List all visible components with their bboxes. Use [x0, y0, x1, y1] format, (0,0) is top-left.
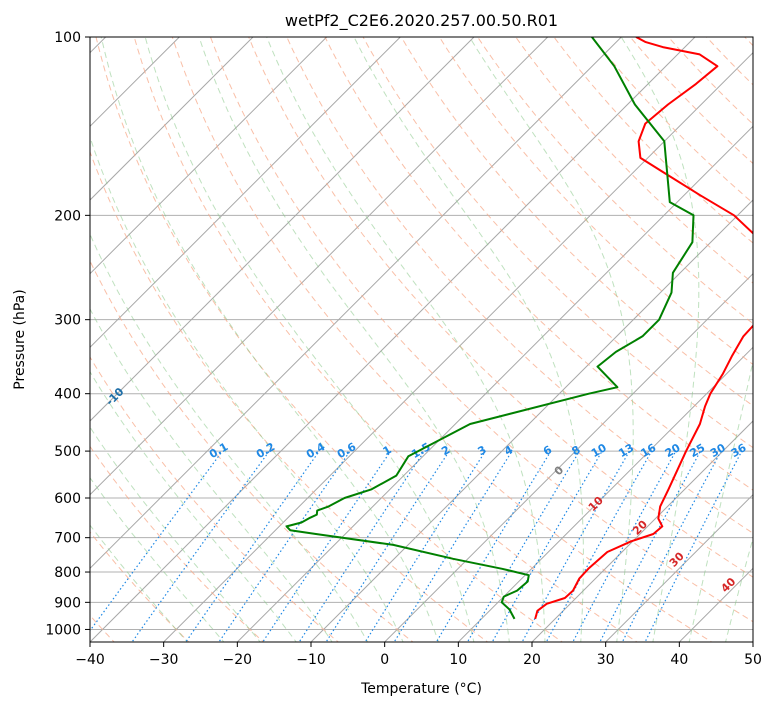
mixing-ratio-line — [298, 450, 425, 642]
x-tick-label: −10 — [296, 652, 326, 668]
mixing-ratio-line — [90, 450, 223, 632]
dry-adiabat-line — [133, 37, 638, 642]
mixing-ratio-line — [466, 450, 580, 642]
dry-adiabat-line — [95, 37, 564, 642]
moist-adiabat-line — [468, 37, 634, 642]
isotherm-line — [90, 37, 254, 201]
plot-frame — [89, 36, 754, 643]
mixing-ratio-line — [393, 450, 513, 642]
mixing-ratio-line — [262, 450, 392, 642]
x-tick-label: 10 — [449, 652, 467, 668]
isotherm-line — [90, 37, 549, 496]
y-tick-label: 1000 — [45, 622, 81, 638]
dewpoint-profile-line — [285, 37, 695, 620]
dry-adiabat-line — [90, 356, 340, 642]
mixing-ratio-line — [131, 450, 270, 642]
moist-adiabat-line — [90, 135, 404, 642]
moist-adiabat-line — [266, 37, 546, 642]
mixing-ratio-line — [599, 450, 702, 642]
moist-adiabat-line — [90, 232, 369, 642]
y-tick-label: 200 — [54, 208, 81, 224]
isotherm-line — [90, 37, 328, 275]
mixing-ratio-line — [325, 450, 450, 642]
isotherm-line — [163, 51, 753, 642]
x-tick-label: −40 — [75, 652, 105, 668]
dry-adiabat-line — [515, 37, 753, 284]
y-tick-label: 100 — [54, 30, 81, 46]
dry-adiabat-line — [90, 150, 489, 642]
y-tick-label: 400 — [54, 387, 81, 403]
y-tick-label: 800 — [54, 565, 81, 581]
y-tick-label: 900 — [54, 595, 81, 611]
moist-adiabat-line — [353, 37, 584, 642]
mixing-ratio-line — [185, 450, 320, 642]
y-tick-label: 600 — [54, 491, 81, 507]
y-tick-label: 700 — [54, 531, 81, 547]
isotherm-line — [457, 346, 753, 642]
isotherm-line — [90, 37, 401, 349]
isotherm-line — [605, 493, 753, 642]
x-tick-label: 0 — [380, 652, 389, 668]
isotherm-line — [236, 125, 753, 642]
isotherm-line — [90, 37, 696, 642]
y-tick-label: 300 — [54, 313, 81, 329]
x-tick-label: 30 — [597, 652, 615, 668]
moist-adiabat-line — [90, 370, 297, 642]
mixing-ratio-line — [364, 450, 486, 642]
x-tick-label: 20 — [523, 652, 541, 668]
x-tick-label: 40 — [670, 652, 688, 668]
background-lines — [90, 37, 753, 642]
moist-adiabat-line — [688, 358, 753, 642]
dry-adiabat-line — [209, 37, 753, 623]
mixing-ratio-line — [218, 450, 351, 642]
moist-adiabat-line — [100, 37, 440, 642]
moist-adiabat-line — [725, 536, 753, 642]
x-tick-label: −30 — [149, 652, 179, 668]
isotherm-line — [90, 37, 475, 422]
moist-adiabat-line — [144, 37, 475, 642]
moist-adiabat-line — [90, 308, 333, 642]
chart-title: wetPf2_C2E6.2020.257.00.50.R01 — [285, 11, 558, 31]
temperature-profile-line — [534, 37, 753, 620]
x-tick-label: −20 — [223, 652, 253, 668]
mixing-ratio-line — [621, 450, 722, 642]
mixing-ratio-line — [572, 450, 677, 642]
x-axis-label: Temperature (°C) — [360, 681, 482, 697]
isotherm-line — [90, 37, 622, 570]
moist-adiabat-line — [90, 476, 225, 642]
moist-adiabat-line — [620, 37, 700, 642]
y-tick-label: 500 — [54, 444, 81, 460]
x-axis: −40 −30 −20 −10 0 10 20 30 40 50 — [75, 642, 762, 668]
y-axis-label: Pressure (hPa) — [12, 289, 28, 389]
moist-adiabat-line — [198, 37, 510, 642]
dry-adiabat-line — [90, 259, 414, 642]
y-axis: 100 200 300 400 500 600 700 800 900 1000 — [45, 30, 90, 638]
isotherm-line — [310, 199, 753, 642]
moist-adiabat-line — [90, 426, 261, 642]
isotherm-line — [384, 272, 753, 642]
dry-adiabat-line — [90, 445, 265, 642]
x-tick-label: 50 — [744, 652, 762, 668]
profile-lines — [285, 37, 753, 620]
